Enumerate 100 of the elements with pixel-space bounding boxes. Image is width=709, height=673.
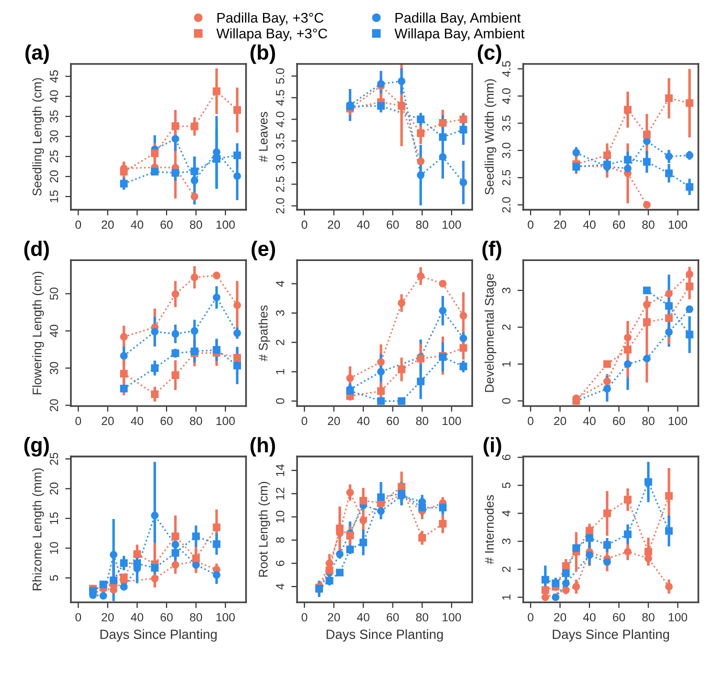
x-axis-title: Days Since Planting <box>552 629 669 642</box>
y-axis-title: Developmental Stage <box>484 274 496 392</box>
x-tick-label: 60 <box>386 613 399 622</box>
x-tick-label: 0 <box>75 416 82 426</box>
x-tick-label: 0 <box>75 220 82 229</box>
x-tick-label: 40 <box>583 416 596 426</box>
x-tick-label: 100 <box>216 220 235 229</box>
y-tick-label: 50 <box>50 288 58 300</box>
chart-title: (i) <box>484 437 502 457</box>
y-tick-label: 15 <box>50 190 58 202</box>
x-tick-label: 20 <box>554 416 566 426</box>
y-tick-label: 4 <box>276 584 284 590</box>
y-tick-label: 2.5 <box>276 176 284 192</box>
x-tick-label: 60 <box>160 416 173 426</box>
x-tick-label: 40 <box>130 416 144 426</box>
x-tick-label: 80 <box>416 613 428 622</box>
y-axis-title: Seedling Length (cm) <box>32 78 44 196</box>
y-tick-label: 3.5 <box>276 133 284 149</box>
chart-title: (d) <box>24 240 49 260</box>
y-tick-label: 2.0 <box>502 197 510 212</box>
x-tick-label: 20 <box>328 220 340 229</box>
chart-title: (g) <box>24 437 49 457</box>
y-tick-label: 30 <box>50 362 58 374</box>
y-tick-label: 2.5 <box>502 170 510 186</box>
y-axis-title: Seedling Width (mm) <box>484 79 496 195</box>
y-tick-label: 12 <box>276 488 284 500</box>
y-tick-label: 5.0 <box>276 68 284 84</box>
y-tick-label: 5 <box>50 575 58 581</box>
x-tick-label: 40 <box>357 220 370 229</box>
legend-label: Padilla Bay, +3°C <box>217 12 324 26</box>
y-tick-label: 2.0 <box>276 198 284 214</box>
y-tick-label: 8 <box>276 537 284 543</box>
chart-title: (c) <box>478 44 502 64</box>
y-tick-label: 3 <box>276 310 284 316</box>
y-tick-label: 10 <box>50 542 58 554</box>
legend-label: Padilla Bay, Ambient <box>396 12 521 26</box>
y-tick-label: 4.0 <box>276 112 284 128</box>
y-tick-label: 45 <box>50 70 58 83</box>
x-tick-label: 100 <box>442 416 461 426</box>
x-tick-label: 80 <box>416 220 428 229</box>
x-tick-label: 0 <box>528 416 534 426</box>
y-tick-label: 1 <box>276 369 284 374</box>
y-axis-title: Root Length (cm) <box>258 482 270 577</box>
y-tick-label: 35 <box>50 110 58 123</box>
y-tick-label: 3 <box>502 538 510 544</box>
chart-title: (a) <box>25 44 49 64</box>
x-tick-label: 20 <box>554 220 566 229</box>
x-tick-label: 80 <box>642 220 654 229</box>
x-tick-label: 20 <box>328 416 340 426</box>
x-tick-label: 80 <box>642 613 654 622</box>
x-tick-label: 100 <box>216 613 235 622</box>
x-tick-label: 60 <box>612 416 625 426</box>
x-tick-label: 40 <box>357 613 370 622</box>
x-tick-label: 60 <box>386 220 399 229</box>
y-tick-label: 3.0 <box>276 154 284 170</box>
x-tick-label: 100 <box>668 220 688 229</box>
x-tick-label: 60 <box>160 613 173 622</box>
x-tick-label: 60 <box>612 613 625 622</box>
y-tick-label: 3 <box>502 288 510 294</box>
x-tick-label: 40 <box>583 220 596 229</box>
y-tick-label: 5 <box>502 482 510 488</box>
x-tick-label: 60 <box>386 416 399 426</box>
y-axis-title: # Internodes <box>484 495 494 564</box>
x-tick-label: 20 <box>554 613 566 622</box>
y-tick-label: 2 <box>502 566 510 572</box>
x-tick-label: 0 <box>302 613 308 622</box>
x-tick-label: 100 <box>216 416 235 426</box>
y-tick-label: 4 <box>502 510 510 516</box>
legend-label: Willapa Bay, +3°C <box>216 28 328 42</box>
y-tick-label: 14 <box>276 464 284 476</box>
y-tick-label: 6 <box>276 560 284 566</box>
y-tick-label: 20 <box>50 482 58 495</box>
y-tick-label: 15 <box>50 512 58 524</box>
y-tick-label: 25 <box>50 452 58 465</box>
y-tick-label: 0 <box>276 398 284 404</box>
chart-title: (e) <box>252 240 276 260</box>
y-tick-label: 20 <box>50 170 58 182</box>
x-tick-label: 100 <box>442 613 461 622</box>
x-tick-label: 100 <box>442 220 461 229</box>
y-tick-label: 10 <box>276 510 284 523</box>
y-tick-label: 4.0 <box>502 88 510 104</box>
y-tick-label: 25 <box>50 150 58 162</box>
x-tick-label: 0 <box>528 220 534 229</box>
x-tick-label: 100 <box>668 613 688 622</box>
y-tick-label: 4.5 <box>502 61 510 77</box>
y-tick-label: 1 <box>502 361 510 366</box>
y-tick-label: 30 <box>50 130 58 143</box>
x-axis-title: Days Since Planting <box>326 629 443 642</box>
x-tick-label: 100 <box>668 416 688 426</box>
y-axis-title: # Leaves <box>258 112 268 162</box>
x-tick-label: 20 <box>328 613 340 622</box>
x-tick-label: 0 <box>302 220 308 229</box>
x-tick-label: 40 <box>357 416 370 426</box>
x-tick-label: 80 <box>190 613 202 622</box>
y-tick-label: 2 <box>276 340 284 346</box>
y-axis-title: # Spathes <box>258 305 270 362</box>
y-tick-label: 4 <box>276 280 284 287</box>
x-tick-label: 40 <box>130 220 144 229</box>
y-axis-title: Flowering Length (cm) <box>32 272 44 394</box>
y-tick-label: 3.0 <box>502 142 510 158</box>
